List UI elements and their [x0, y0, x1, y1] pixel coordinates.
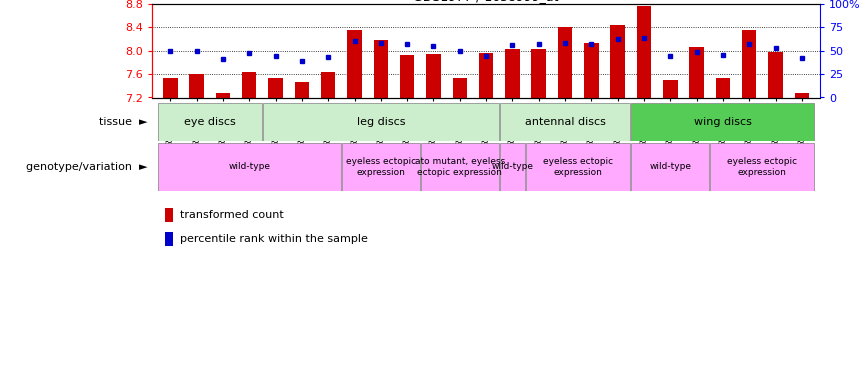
Bar [158, 142, 341, 191]
Bar [479, 53, 493, 98]
Text: transformed count: transformed count [181, 210, 284, 220]
Bar [663, 80, 678, 98]
Text: wing discs: wing discs [694, 117, 752, 127]
Bar [242, 72, 257, 98]
Text: antennal discs: antennal discs [524, 117, 606, 127]
Bar [165, 209, 173, 222]
Bar [715, 78, 730, 98]
Bar [294, 82, 309, 98]
Bar [794, 93, 809, 98]
Bar [216, 93, 230, 98]
Bar [268, 78, 283, 98]
Text: wild-type: wild-type [228, 162, 270, 171]
Text: ato mutant, eyeless
ectopic expression: ato mutant, eyeless ectopic expression [415, 157, 505, 177]
Title: GDS1977 / 1638999_at: GDS1977 / 1638999_at [413, 0, 559, 3]
Bar [342, 142, 420, 191]
Text: eyeless ectopic
expression: eyeless ectopic expression [543, 157, 613, 177]
Bar [347, 30, 362, 98]
Bar [263, 103, 499, 141]
Text: wild-type: wild-type [649, 162, 691, 171]
Bar [421, 142, 499, 191]
Bar [610, 25, 625, 98]
Bar [637, 6, 651, 98]
Text: eyeless ectopic
expression: eyeless ectopic expression [345, 157, 416, 177]
Bar [165, 232, 173, 246]
Text: eyeless ectopic
expression: eyeless ectopic expression [727, 157, 798, 177]
Text: eye discs: eye discs [184, 117, 236, 127]
Text: leg discs: leg discs [357, 117, 405, 127]
Bar [631, 142, 709, 191]
Text: genotype/variation  ►: genotype/variation ► [26, 162, 148, 172]
Bar [710, 142, 814, 191]
Bar [768, 52, 783, 98]
Bar [531, 49, 546, 98]
Bar [584, 43, 599, 98]
Bar [558, 27, 572, 98]
Bar [505, 49, 520, 98]
Bar [373, 40, 388, 98]
Bar [163, 78, 178, 98]
Bar [321, 72, 335, 98]
Bar [452, 78, 467, 98]
Bar [426, 54, 441, 98]
Bar [500, 103, 630, 141]
Bar [158, 103, 262, 141]
Bar [526, 142, 630, 191]
Bar [742, 30, 756, 98]
Text: wild-type: wild-type [491, 162, 534, 171]
Bar [189, 74, 204, 98]
Text: percentile rank within the sample: percentile rank within the sample [181, 234, 368, 244]
Bar [689, 46, 704, 98]
Bar [631, 103, 814, 141]
Text: tissue  ►: tissue ► [99, 117, 148, 127]
Bar [500, 142, 525, 191]
Bar [400, 55, 414, 98]
